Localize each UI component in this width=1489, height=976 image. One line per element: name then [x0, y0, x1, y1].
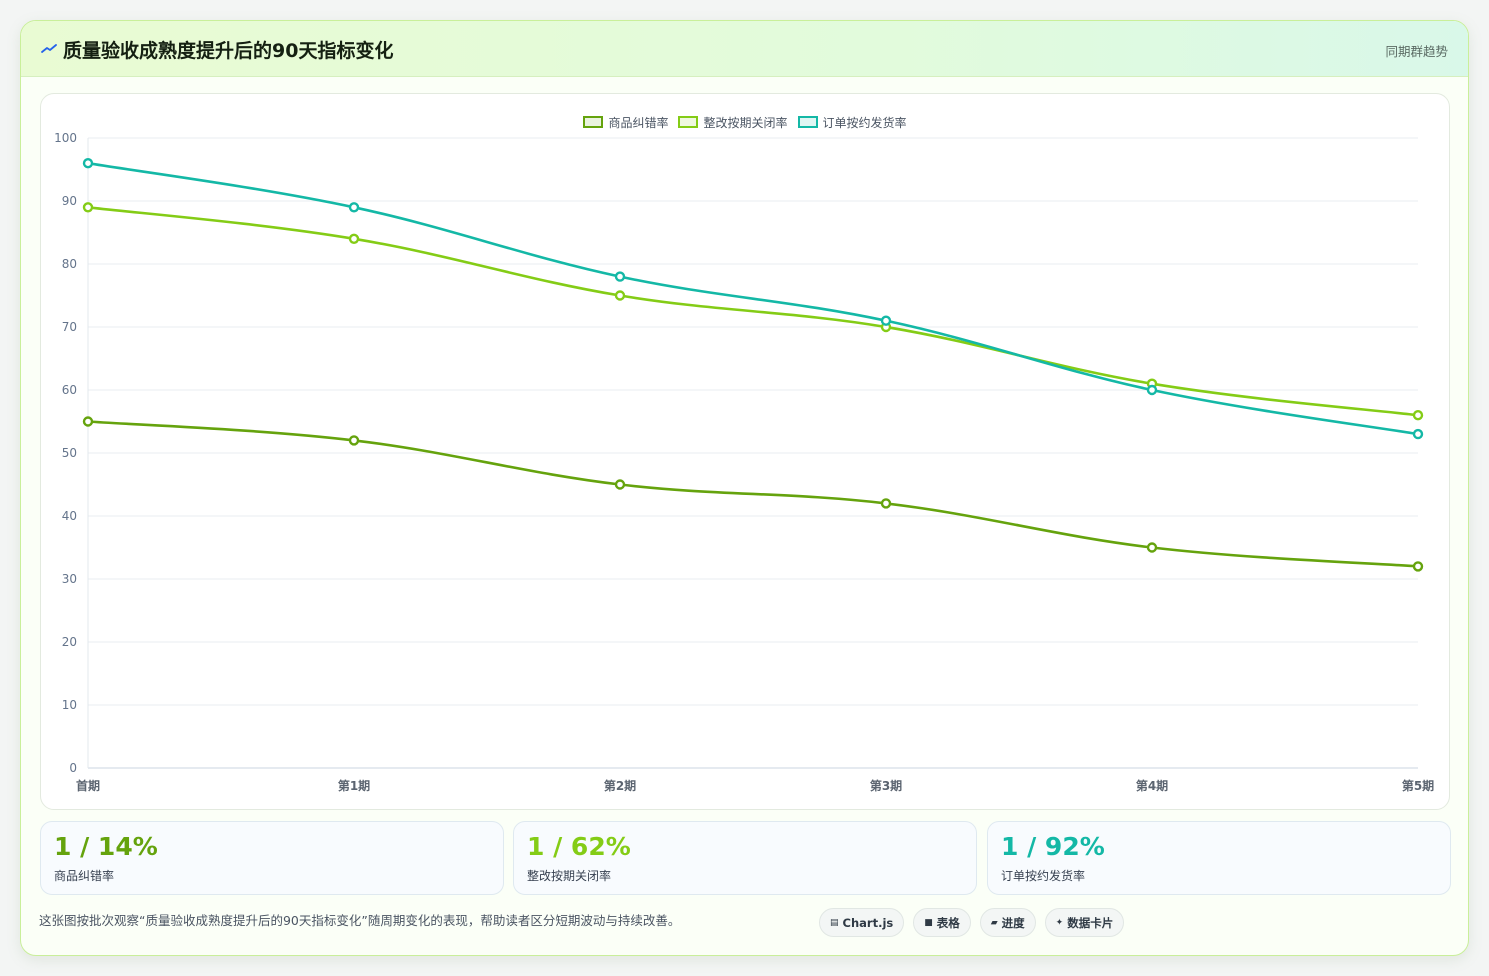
series-line: [87, 206, 1419, 417]
data-point: [1412, 410, 1424, 421]
chip-chartjs[interactable]: ▤ Chart.js: [819, 908, 905, 937]
y-tick-label: 40: [62, 509, 77, 523]
legend-swatch: [797, 116, 818, 128]
stat-card: 1 / 62% 整改按期关闭率: [513, 821, 977, 895]
stat-card: 1 / 14% 商品纠错率: [40, 821, 504, 895]
stat-label: 订单按约发货率: [1001, 869, 1086, 883]
x-tick-label: 第5期: [1402, 778, 1434, 793]
data-point: [348, 233, 360, 245]
chip-table[interactable]: ■ 表格: [913, 908, 971, 937]
legend-label: 商品纠错率: [608, 115, 669, 130]
chip-label: Chart.js: [842, 915, 894, 930]
series-line: [87, 161, 1419, 436]
stat-value: 1 / 14%: [54, 832, 158, 861]
legend-label: 整改按期关闭率: [703, 115, 788, 130]
y-tick-label: 60: [62, 383, 77, 397]
trend-line-icon: [41, 44, 57, 53]
sparkle-icon: ✦: [1055, 917, 1064, 928]
stat-label: 商品纠错率: [54, 869, 115, 883]
data-point: [348, 202, 360, 213]
y-tick-label: 100: [54, 131, 77, 145]
data-point: [1412, 428, 1424, 440]
y-tick-label: 10: [62, 698, 77, 712]
series-line: [87, 420, 1419, 568]
chart-container: 商品纠错率 整改按期关闭率 订单按约发货率 0 10 20 30 40 50 60 70 80 90 1…: [40, 93, 1450, 810]
y-tick-label: 0: [69, 761, 77, 775]
data-point: [1146, 384, 1158, 396]
x-tick-label: 第2期: [604, 778, 636, 793]
y-tick-label: 90: [62, 194, 77, 208]
chip-data-card[interactable]: ✦ 数据卡片: [1044, 908, 1125, 937]
data-point: [880, 498, 892, 509]
y-tick-label: 30: [62, 572, 77, 586]
table-icon: ■: [924, 917, 933, 928]
x-tick-label: 第3期: [870, 778, 902, 793]
chip-progress[interactable]: ▰ 进度: [979, 908, 1036, 937]
stat-value: 1 / 62%: [527, 832, 631, 861]
x-tick-label: 第1期: [338, 778, 370, 793]
y-tick-label: 20: [62, 635, 77, 649]
footer-note: 这张图按批次观察“质量验收成熟度提升后的90天指标变化”随周期变化的表现，帮助读…: [39, 913, 681, 928]
chart-legend: 商品纠错率 整改按期关闭率 订单按约发货率: [41, 113, 1449, 131]
legend-item[interactable]: 整改按期关闭率: [678, 113, 788, 131]
stat-value: 1 / 92%: [1001, 832, 1105, 861]
data-point: [614, 290, 626, 301]
legend-item[interactable]: 订单按约发货率: [797, 113, 907, 131]
chip-label: 表格: [936, 915, 960, 930]
page-title: 质量验收成熟度提升后的90天指标变化: [63, 40, 394, 62]
y-tick-label: 70: [62, 320, 77, 334]
line-chart: 0 10 20 30 40 50 60 70 80 90 100 首期 第1期 第2期 第3期 第4期 第5期: [54, 131, 1434, 793]
data-point: [82, 416, 94, 427]
y-tick-label: 50: [62, 446, 77, 460]
data-point: [1146, 542, 1158, 553]
legend-label: 订单按约发货率: [822, 115, 907, 130]
data-point: [1412, 561, 1424, 572]
chart-card: 质量验收成熟度提升后的90天指标变化 同期群趋势 商品纠错率 整改按期关闭率 订单按…: [20, 20, 1469, 956]
header-subtitle: 同期群趋势: [1385, 44, 1448, 59]
data-point: [348, 435, 360, 446]
data-point: [82, 157, 94, 169]
chart-icon: ▤: [830, 917, 839, 928]
legend-swatch: [678, 116, 699, 128]
stat-card: 1 / 92% 订单按约发货率: [987, 821, 1451, 895]
x-tick-label: 首期: [76, 778, 100, 793]
chip-label: 进度: [1001, 915, 1025, 930]
chip-label: 数据卡片: [1067, 915, 1114, 930]
progress-icon: ▰: [990, 917, 998, 928]
legend-item[interactable]: 商品纠错率: [583, 113, 668, 131]
stat-label: 整改按期关闭率: [527, 869, 612, 883]
x-tick-label: 第4期: [1136, 778, 1168, 793]
data-point: [880, 315, 892, 326]
card-header: 质量验收成熟度提升后的90天指标变化 同期群趋势: [21, 21, 1468, 77]
data-point: [614, 271, 626, 282]
chip-row: ▤ Chart.js ■ 表格 ▰ 进度 ✦ 数据卡片: [819, 908, 1125, 937]
legend-swatch: [583, 116, 604, 128]
data-point: [614, 479, 626, 490]
data-point: [82, 202, 94, 213]
y-tick-label: 80: [62, 257, 77, 271]
